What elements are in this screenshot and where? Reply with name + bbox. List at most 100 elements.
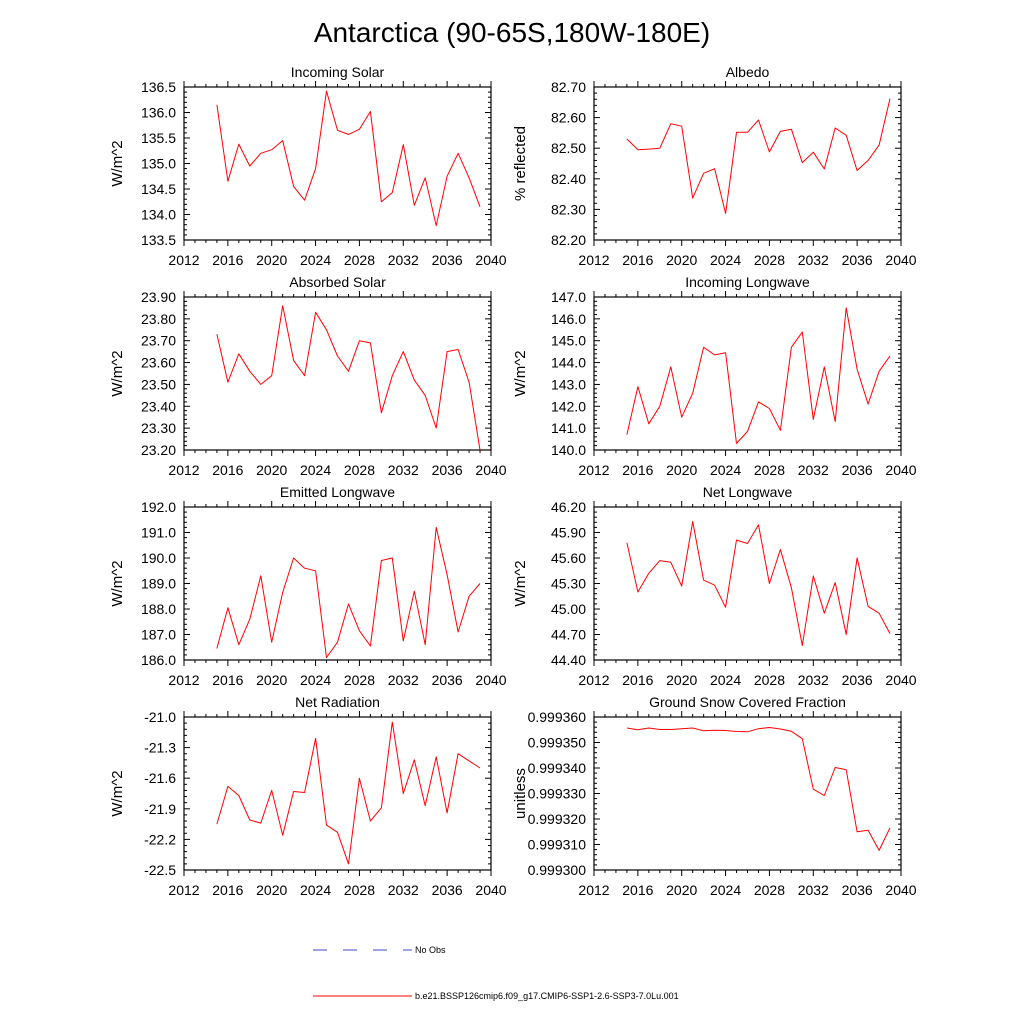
panel-title: Ground Snow Covered Fraction <box>649 694 846 710</box>
x-tick-label: 2036 <box>842 252 873 268</box>
y-tick-label: 45.00 <box>551 601 586 617</box>
y-tick-label: 45.60 <box>551 550 586 566</box>
y-tick-label: 145.0 <box>551 333 586 349</box>
x-tick-label: 2036 <box>432 672 463 688</box>
y-tick-label: 190.0 <box>141 550 176 566</box>
x-tick-label: 2020 <box>256 462 287 478</box>
chart-panel: Albedo 82.20 82.30 82.40 82.50 82.60 82.70 2012… <box>512 64 917 268</box>
x-tick-label: 2032 <box>798 882 829 898</box>
y-tick-label: 44.70 <box>551 627 586 643</box>
x-tick-label: 2028 <box>754 462 785 478</box>
figure-title: Antarctica (90-65S,180W-180E) <box>314 17 710 48</box>
y-tick-label: 186.0 <box>141 652 176 668</box>
y-tick-label: 0.999360 <box>528 709 587 725</box>
x-tick-label: 2024 <box>300 462 331 478</box>
x-tick-label: 2012 <box>578 882 609 898</box>
y-tick-label: 147.0 <box>551 289 586 305</box>
x-tick-label: 2036 <box>842 672 873 688</box>
y-tick-label: 140.0 <box>551 442 586 458</box>
x-tick-label: 2036 <box>432 462 463 478</box>
y-tick-label: 82.40 <box>551 171 586 187</box>
legend: No Obs b.e21.BSSP126cmip6.f09_g17.CMIP6-… <box>313 945 679 1001</box>
x-tick-label: 2036 <box>842 882 873 898</box>
x-tick-label: 2040 <box>885 672 916 688</box>
x-tick-label: 2032 <box>388 462 419 478</box>
chart-panel: Net Radiation -22.5 -22.2 -21.9 -21.6 -21.3 -2… <box>109 694 507 898</box>
series-line <box>216 305 481 451</box>
x-tick-label: 2028 <box>344 252 375 268</box>
x-tick-label: 2020 <box>256 252 287 268</box>
y-tick-label: 133.5 <box>141 232 176 248</box>
x-tick-label: 2016 <box>622 252 653 268</box>
x-tick-label: 2028 <box>344 882 375 898</box>
y-tick-label: 136.5 <box>141 79 176 95</box>
x-tick-label: 2016 <box>212 462 243 478</box>
x-tick-label: 2012 <box>578 252 609 268</box>
plot-frame <box>183 296 492 451</box>
x-tick-label: 2024 <box>710 672 741 688</box>
x-tick-label: 2012 <box>168 252 199 268</box>
panel-title: Net Longwave <box>703 484 793 500</box>
panel-title: Net Radiation <box>295 694 380 710</box>
y-tick-label: 23.80 <box>141 311 176 327</box>
x-tick-label: 2012 <box>168 462 199 478</box>
y-tick-label: 134.0 <box>141 207 176 223</box>
chart-panel: Absorbed Solar 23.20 23.30 23.40 23.50 23.60 2… <box>109 274 507 478</box>
x-tick-label: 2020 <box>666 672 697 688</box>
y-tick-label: 134.5 <box>141 181 176 197</box>
x-tick-label: 2040 <box>475 882 506 898</box>
y-tick-label: 135.0 <box>141 156 176 172</box>
x-tick-label: 2028 <box>754 252 785 268</box>
y-tick-label: 144.0 <box>551 355 586 371</box>
plot-frame <box>183 506 492 661</box>
x-tick-label: 2032 <box>798 672 829 688</box>
y-tick-label: 141.0 <box>551 420 586 436</box>
x-tick-label: 2024 <box>710 882 741 898</box>
y-tick-label: 192.0 <box>141 499 176 515</box>
series-line <box>216 526 481 658</box>
y-tick-label: 0.999320 <box>528 811 587 827</box>
y-tick-label: -21.6 <box>144 770 176 786</box>
y-tick-label: 188.0 <box>141 601 176 617</box>
y-axis-label: W/m^2 <box>109 770 126 816</box>
x-tick-label: 2040 <box>475 252 506 268</box>
y-tick-label: 191.0 <box>141 525 176 541</box>
chart-panel: Emitted Longwave 186.0 187.0 188.0 189.0 190.… <box>109 484 507 688</box>
y-tick-label: 23.90 <box>141 289 176 305</box>
x-tick-label: 2020 <box>256 672 287 688</box>
x-tick-label: 2024 <box>710 462 741 478</box>
series-line <box>626 727 891 851</box>
y-axis-label: % reflected <box>512 126 529 201</box>
y-axis-label: W/m^2 <box>109 350 126 396</box>
panel-title: Incoming Longwave <box>685 274 810 290</box>
plot-frame <box>593 506 902 661</box>
series-line <box>216 90 481 227</box>
x-tick-label: 2016 <box>622 672 653 688</box>
y-tick-label: 46.20 <box>551 499 586 515</box>
x-tick-label: 2040 <box>475 672 506 688</box>
y-axis-label: W/m^2 <box>109 560 126 606</box>
y-tick-label: 0.999330 <box>528 786 587 802</box>
y-tick-label: -21.0 <box>144 709 176 725</box>
x-tick-label: 2040 <box>475 462 506 478</box>
y-tick-label: 143.0 <box>551 376 586 392</box>
x-tick-label: 2028 <box>754 882 785 898</box>
y-tick-label: 23.30 <box>141 420 176 436</box>
y-axis-label: unitless <box>512 768 529 819</box>
chart-panel: Incoming Longwave 140.0 141.0 142.0 143.0 144… <box>512 274 917 478</box>
series-line <box>216 721 481 865</box>
x-tick-label: 2028 <box>344 672 375 688</box>
plot-frame <box>593 296 902 451</box>
x-tick-label: 2020 <box>666 462 697 478</box>
legend-label-no-obs: No Obs <box>415 945 446 955</box>
y-tick-label: 82.70 <box>551 79 586 95</box>
x-tick-label: 2032 <box>388 672 419 688</box>
y-tick-label: -21.9 <box>144 801 176 817</box>
series-line <box>626 521 891 646</box>
plot-frame <box>183 86 492 241</box>
series-line <box>626 98 891 214</box>
chart-panel: Ground Snow Covered Fraction 0.999300 0.99… <box>512 694 917 898</box>
y-tick-label: 0.999340 <box>528 760 587 776</box>
x-tick-label: 2024 <box>710 252 741 268</box>
